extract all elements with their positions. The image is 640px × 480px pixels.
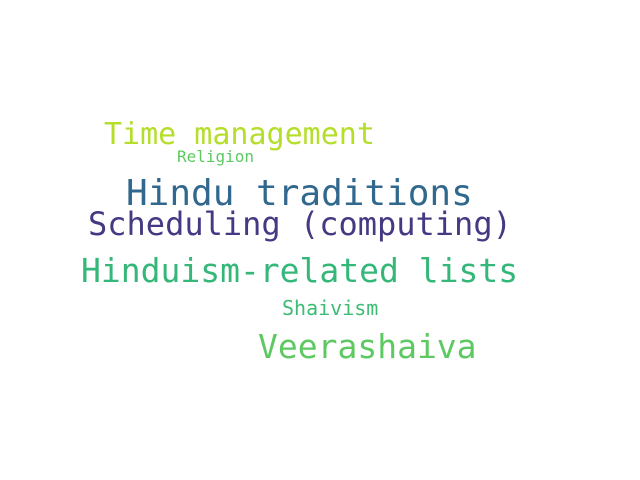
word-veerashaiva: Veerashaiva (258, 327, 477, 366)
word-time-management: Time management (104, 117, 375, 152)
word-hindu-traditions: Hindu traditions (126, 173, 473, 214)
word-hinduism-related-lists: Hinduism-related lists (81, 251, 519, 290)
word-shaivism: Shaivism (282, 296, 379, 320)
word-religion: Religion (177, 147, 255, 166)
word-scheduling-computing: Scheduling (computing) (88, 205, 512, 243)
